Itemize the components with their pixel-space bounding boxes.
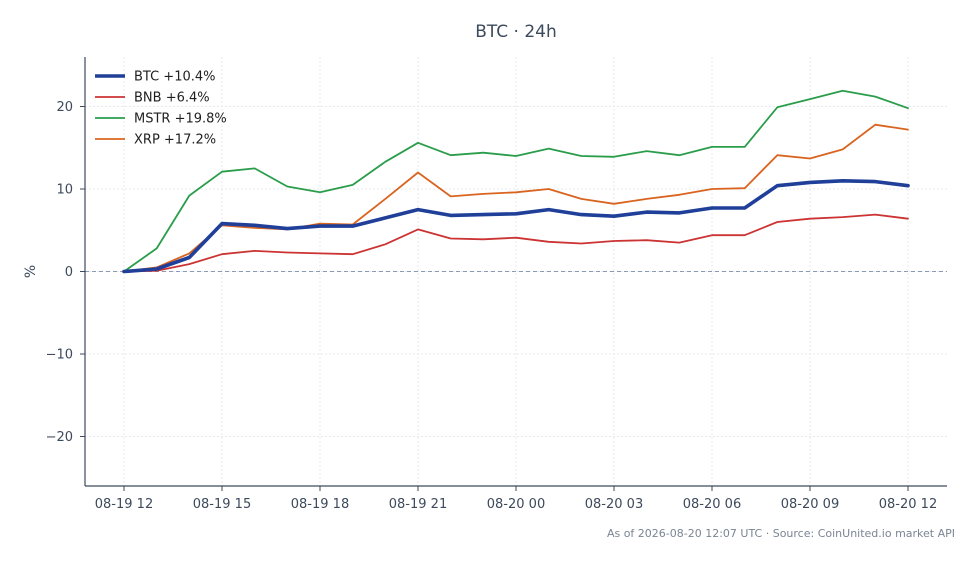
x-tick-label: 08-20 03 [585,497,643,512]
legend-label: BNB +6.4% [134,91,210,106]
y-tick-label: 0 [65,265,73,280]
y-ticks: −20 −10 0 10 20 [46,100,85,445]
x-tick-label: 08-20 12 [879,497,937,512]
y-tick-label: 10 [56,183,73,198]
series-line-bnb [123,213,909,273]
series-line-btc [122,179,910,274]
series-line-mstr [123,89,909,273]
legend: BTC +10.4% BNB +6.4% MSTR +19.8% XRP +17.2% [95,70,227,148]
x-tick-label: 08-19 12 [95,497,153,512]
x-tick-label: 08-20 06 [683,497,741,512]
x-tick-label: 08-19 18 [291,497,349,512]
x-tick-label: 08-19 21 [389,497,447,512]
x-tick-label: 08-19 15 [193,497,251,512]
series-lines [122,89,910,274]
legend-label: BTC +10.4% [134,70,216,85]
y-tick-label: 20 [56,100,73,115]
y-tick-label: −10 [46,348,73,363]
legend-label: MSTR +19.8% [134,112,227,127]
series-line-xrp [123,123,909,273]
footer-source-note: As of 2026-08-20 12:07 UTC · Source: Coi… [607,527,955,540]
x-tick-label: 08-20 00 [487,497,545,512]
y-tick-label: −20 [46,430,73,445]
x-ticks: 08-19 12 08-19 15 08-19 18 08-19 21 08-20 00… [95,486,937,512]
grid [85,57,947,486]
y-axis-label: % [23,265,39,278]
x-tick-label: 08-20 09 [781,497,839,512]
chart-title: BTC · 24h [475,22,557,42]
legend-label: XRP +17.2% [134,133,216,148]
